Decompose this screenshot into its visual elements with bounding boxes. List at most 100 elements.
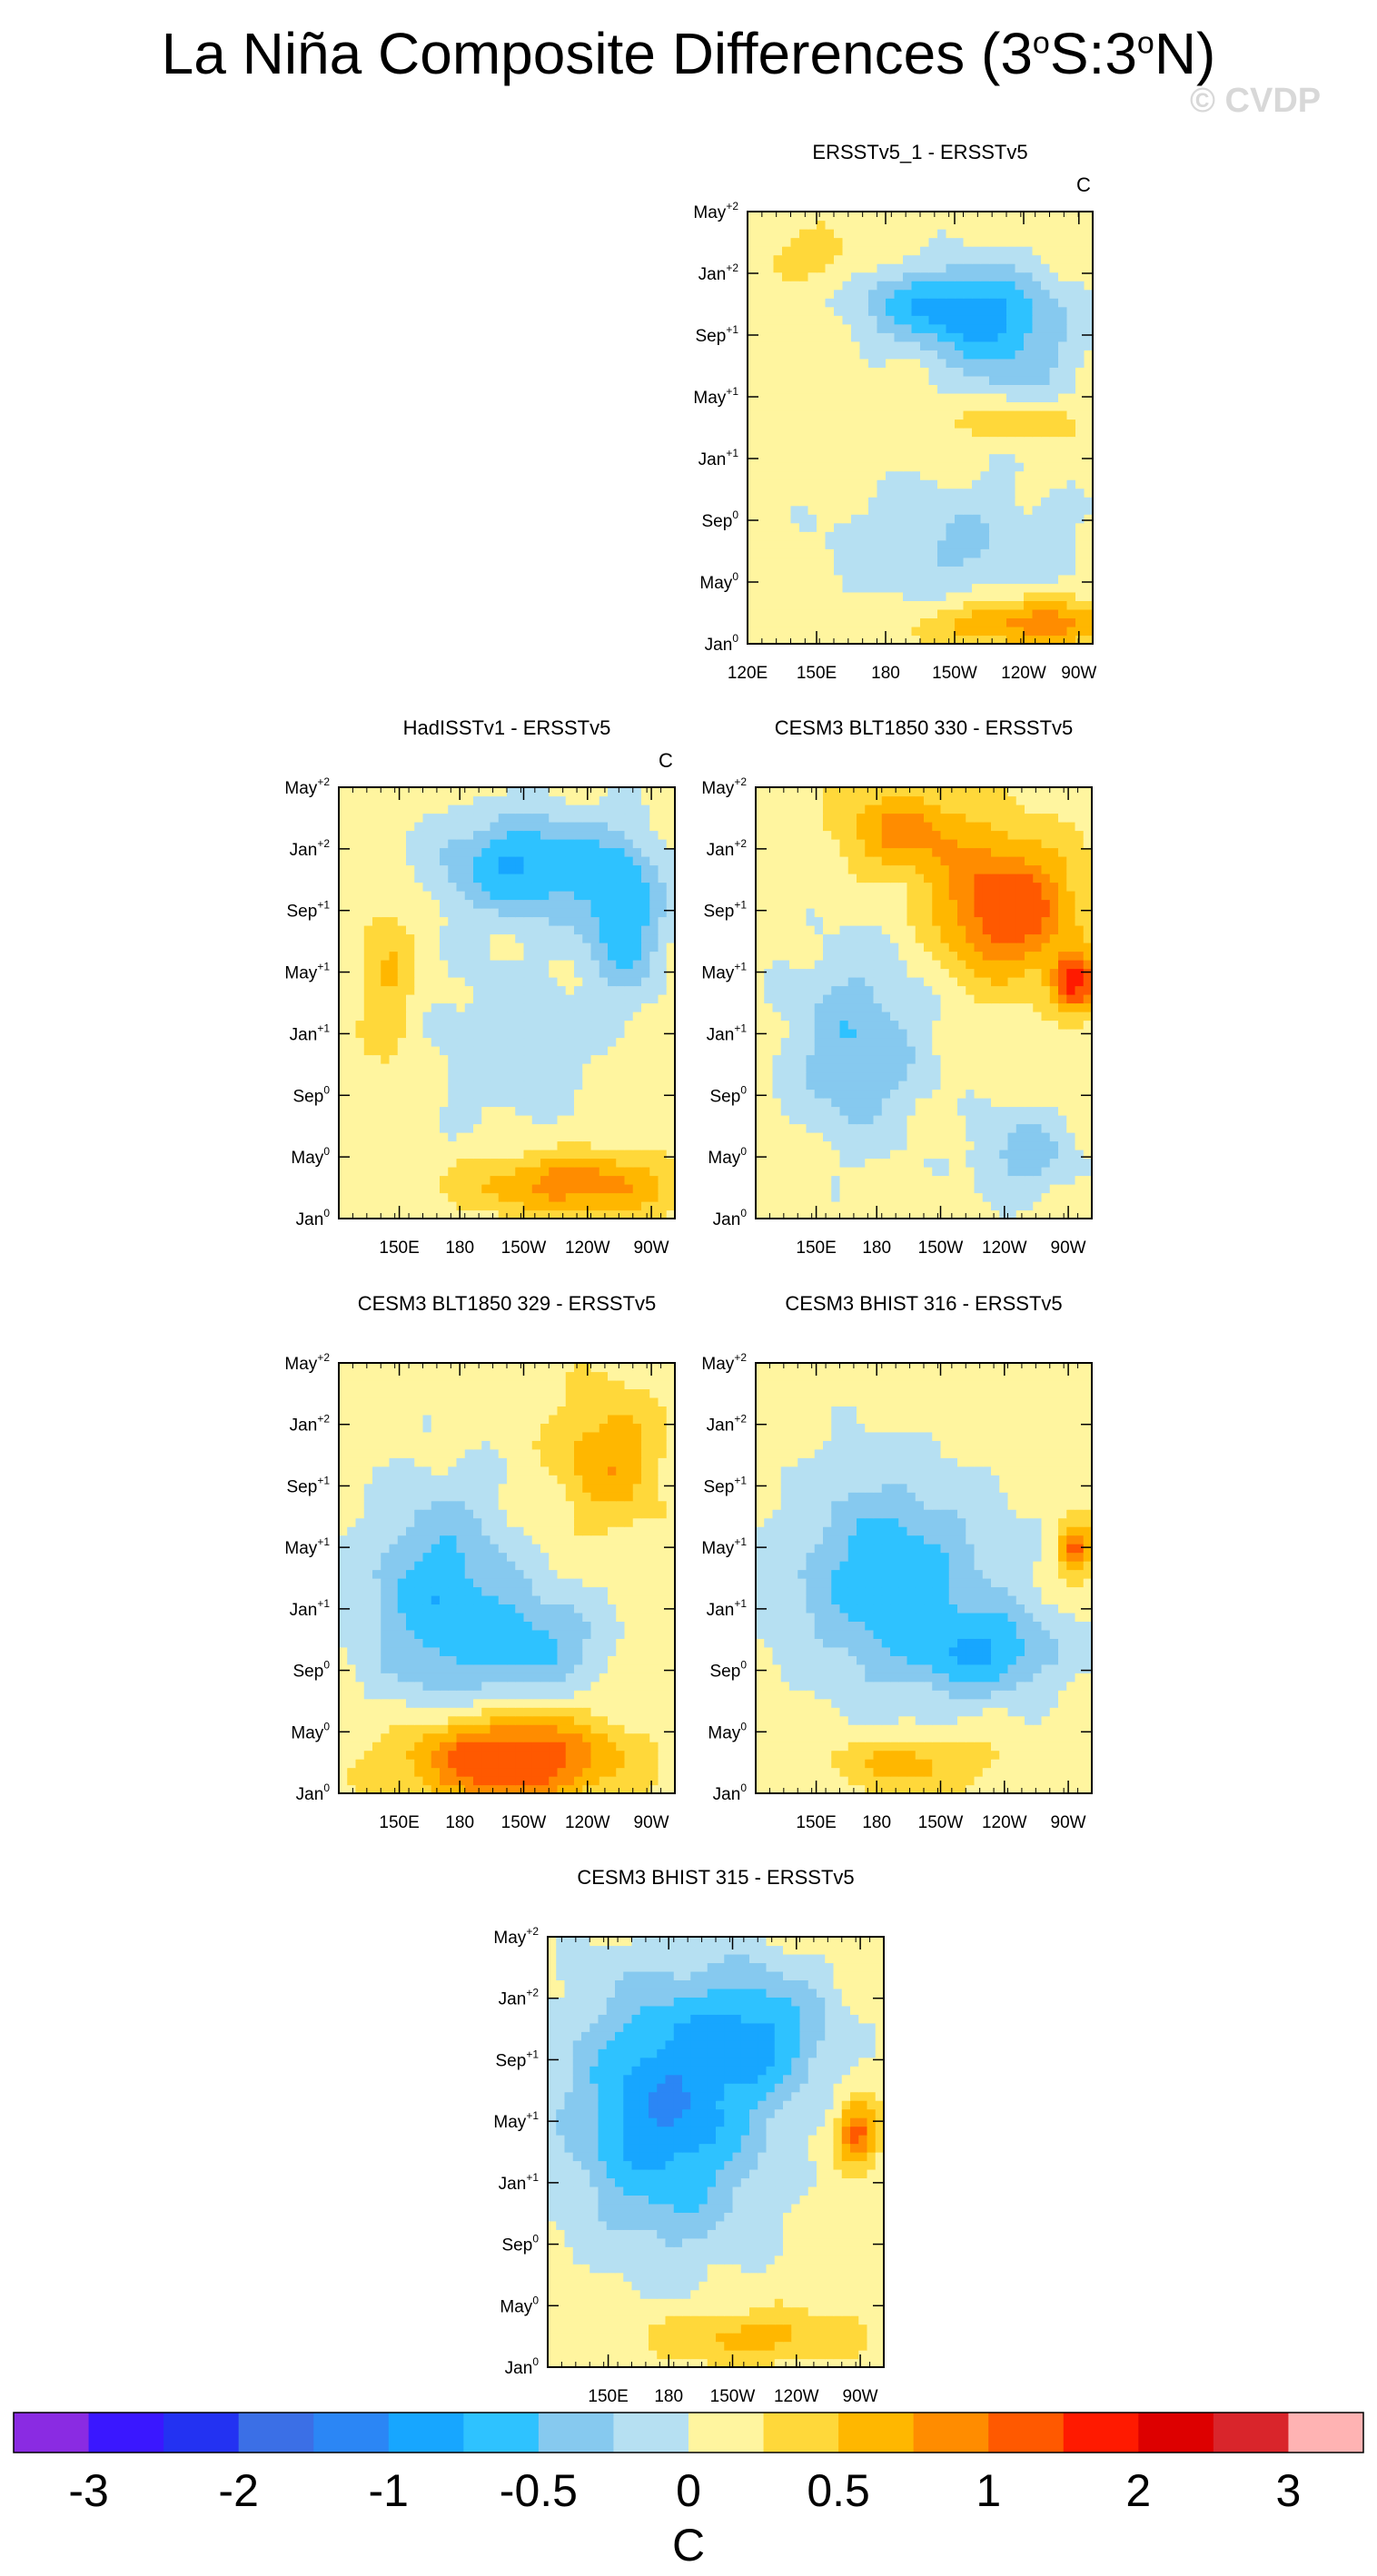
x-tick-label: 150E bbox=[797, 664, 837, 683]
heatmap-cell bbox=[616, 908, 626, 918]
heatmap-cell bbox=[498, 795, 508, 805]
heatmap-cell bbox=[1058, 548, 1068, 558]
heatmap-cell bbox=[807, 557, 817, 567]
heatmap-cell bbox=[940, 1150, 950, 1160]
heatmap-cell bbox=[937, 358, 947, 368]
heatmap-cell bbox=[456, 1106, 466, 1116]
heatmap-cell bbox=[574, 1150, 583, 1160]
heatmap-cell bbox=[932, 1150, 942, 1160]
heatmap-cell bbox=[590, 960, 600, 970]
heatmap-cell bbox=[531, 1123, 541, 1133]
heatmap-cell bbox=[515, 1046, 525, 1056]
heatmap-cell bbox=[347, 1089, 357, 1099]
heatmap-cell bbox=[347, 960, 357, 970]
heatmap-cell bbox=[339, 891, 348, 901]
heatmap-cell bbox=[928, 410, 938, 420]
heatmap-cell bbox=[624, 968, 634, 978]
heatmap-cell bbox=[851, 350, 861, 360]
heatmap-cell bbox=[834, 635, 844, 645]
heatmap-cell bbox=[381, 968, 391, 978]
heatmap-cell bbox=[414, 1123, 424, 1133]
heatmap-cell bbox=[431, 968, 441, 978]
heatmap-cell bbox=[920, 246, 930, 256]
heatmap-cell bbox=[414, 1037, 424, 1047]
heatmap-cell bbox=[955, 600, 965, 610]
heatmap-cell bbox=[431, 985, 441, 995]
heatmap-cell bbox=[1015, 212, 1025, 222]
heatmap-cell bbox=[765, 229, 775, 239]
heatmap-cell bbox=[989, 401, 999, 411]
heatmap-cell bbox=[666, 925, 676, 935]
heatmap-cell bbox=[490, 1002, 500, 1012]
heatmap-cell bbox=[372, 891, 381, 901]
heatmap-cell bbox=[886, 298, 896, 308]
heatmap-cell bbox=[608, 856, 617, 866]
heatmap-cell bbox=[991, 1140, 1000, 1150]
heatmap-cell bbox=[1058, 557, 1068, 567]
heatmap-cell bbox=[389, 951, 399, 961]
heatmap-cell bbox=[886, 289, 896, 299]
heatmap-cell bbox=[347, 1106, 357, 1116]
heatmap-cell bbox=[807, 583, 817, 593]
heatmap-cell bbox=[1033, 1209, 1043, 1219]
heatmap-cell bbox=[823, 1115, 832, 1125]
heatmap-cell bbox=[557, 1158, 567, 1168]
heatmap-cell bbox=[481, 977, 491, 987]
heatmap-cell bbox=[1033, 1054, 1043, 1064]
y-tick-label: May0 bbox=[699, 570, 738, 593]
heatmap-cell bbox=[355, 856, 365, 866]
heatmap-cell bbox=[1006, 315, 1016, 325]
heatmap-cell bbox=[859, 600, 869, 610]
heatmap-cell bbox=[582, 864, 592, 874]
heatmap-cell bbox=[582, 977, 592, 987]
heatmap-cell bbox=[1066, 401, 1076, 411]
heatmap-cell bbox=[989, 522, 999, 532]
heatmap-cell bbox=[748, 617, 758, 627]
heatmap-cell bbox=[868, 505, 878, 515]
heatmap-cell bbox=[859, 220, 869, 230]
heatmap-cell bbox=[756, 1209, 765, 1219]
heatmap-cell bbox=[481, 864, 491, 874]
heatmap-cell bbox=[868, 419, 878, 429]
heatmap-cell bbox=[932, 1115, 942, 1125]
heatmap-cell bbox=[666, 1158, 676, 1168]
heatmap-cell bbox=[842, 522, 852, 532]
heatmap-cell bbox=[972, 617, 982, 627]
heatmap-cell bbox=[1015, 332, 1025, 342]
heatmap-cell bbox=[624, 822, 634, 832]
heatmap-cell bbox=[422, 1029, 432, 1039]
heatmap-cell bbox=[641, 951, 650, 961]
heatmap-cell bbox=[817, 298, 827, 308]
heatmap-cell bbox=[498, 943, 508, 952]
heatmap-cell bbox=[372, 933, 381, 943]
heatmap-cell bbox=[507, 1037, 516, 1047]
heatmap-cell bbox=[946, 306, 956, 316]
heatmap-cell bbox=[1006, 462, 1016, 472]
heatmap-cell bbox=[440, 1184, 449, 1194]
heatmap-cell bbox=[989, 237, 999, 247]
heatmap-cell bbox=[915, 1150, 925, 1160]
heatmap-cell bbox=[1015, 220, 1025, 230]
heatmap-cell bbox=[414, 1098, 424, 1108]
heatmap-cell bbox=[881, 1184, 891, 1194]
heatmap-cell bbox=[877, 323, 887, 333]
heatmap-cell bbox=[523, 1115, 533, 1125]
heatmap-cell bbox=[431, 951, 441, 961]
heatmap-cell bbox=[339, 822, 348, 832]
heatmap-cell bbox=[649, 960, 659, 970]
heatmap-cell bbox=[868, 229, 878, 239]
heatmap-cell bbox=[515, 1012, 525, 1022]
heatmap-cell bbox=[355, 830, 365, 840]
heatmap-cell bbox=[565, 1158, 575, 1168]
heatmap-cell bbox=[574, 1167, 583, 1177]
heatmap-cell bbox=[481, 882, 491, 892]
heatmap-cell bbox=[666, 1184, 676, 1194]
heatmap-cell bbox=[515, 899, 525, 909]
heatmap-cell bbox=[608, 1158, 617, 1168]
heatmap-cell bbox=[966, 1184, 976, 1194]
heatmap-cell bbox=[1066, 505, 1076, 515]
heatmap-cell bbox=[1049, 1081, 1059, 1091]
heatmap-cell bbox=[440, 1089, 449, 1099]
y-tick-label: Sep0 bbox=[702, 508, 739, 531]
heatmap-cell bbox=[765, 531, 775, 541]
